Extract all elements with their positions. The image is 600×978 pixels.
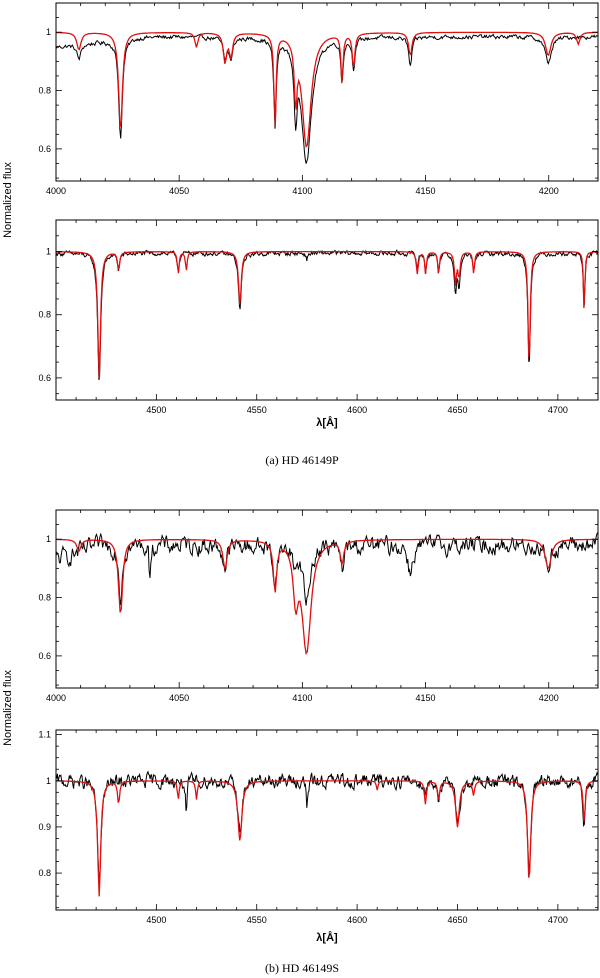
x-tick-label: 4550	[247, 915, 267, 925]
x-tick-label: 4200	[539, 693, 559, 703]
x-tick-label: 4200	[539, 186, 559, 196]
x-axis-label-a: λ[Å]	[316, 416, 338, 429]
axes-frame-b-bottom	[55, 729, 599, 911]
x-tick-label: 4100	[292, 693, 312, 703]
y-axis-label-b: Normalized flux	[2, 670, 14, 746]
y-tick-label: 0.6	[38, 144, 51, 154]
x-tick-label: 4550	[247, 405, 267, 415]
y-tick-label: 1	[46, 534, 51, 544]
series-model-a-top	[56, 31, 598, 149]
x-tick-label: 4600	[347, 405, 367, 415]
x-tick-label: 4650	[447, 915, 467, 925]
x-tick-label: 4650	[447, 405, 467, 415]
caption-b: (b) HD 46149S	[265, 961, 339, 975]
x-tick-label: 4100	[292, 186, 312, 196]
x-tick-label: 4000	[46, 186, 66, 196]
x-tick-label: 4500	[146, 405, 166, 415]
y-tick-label: 1	[46, 776, 51, 786]
panel-a-top: 4000 4050 4100 4150 4200 0.6 0.8 1	[38, 2, 599, 196]
y-tick-label: 0.6	[38, 651, 51, 661]
y-tick-label: 1	[46, 247, 51, 257]
axes-frame-b-top	[55, 509, 599, 689]
y-tick-label: 0.8	[38, 310, 51, 320]
series-observed-a-top	[56, 33, 598, 164]
y-tick-label: 1	[46, 27, 51, 37]
x-axis-label-b: λ[Å]	[316, 931, 338, 944]
axes-frame-a-top	[55, 2, 599, 182]
x-tick-label: 4500	[146, 915, 166, 925]
x-tick-label: 4700	[548, 405, 568, 415]
x-tick-label: 4050	[169, 693, 189, 703]
x-tick-label: 4150	[416, 693, 436, 703]
panel-b-top: 4000 4050 4100 4150 4200 0.6 0.8 1	[38, 509, 599, 703]
x-tick-label: 4050	[169, 186, 189, 196]
y-tick-label: 0.8	[38, 593, 51, 603]
series-observed-b-top	[56, 532, 598, 606]
panel-a-bottom: 4500 4550 4600 4650 4700 0.6 0.8 1	[38, 219, 599, 415]
series-model-a-bottom	[56, 250, 598, 379]
series-model-b-top	[56, 538, 598, 656]
y-tick-label: 0.9	[38, 822, 51, 832]
y-tick-label: 1.1	[38, 730, 51, 740]
panel-b-bottom: 4500 4550 4600 4650 4700 0.8 0.9 1 1.1	[38, 729, 599, 925]
axes-frame-a-bottom	[55, 219, 599, 401]
x-tick-label: 4600	[347, 915, 367, 925]
y-tick-label: 0.6	[38, 373, 51, 383]
caption-a: (a) HD 46149P	[265, 453, 339, 467]
series-observed-a-bottom	[56, 249, 598, 381]
series-model-b-bottom	[56, 780, 598, 897]
y-tick-label: 0.8	[38, 86, 51, 96]
series-observed-b-bottom	[56, 770, 598, 882]
x-tick-label: 4700	[548, 915, 568, 925]
y-axis-label-a: Normalized flux	[2, 162, 14, 238]
x-tick-label: 4000	[46, 693, 66, 703]
x-tick-label: 4150	[416, 186, 436, 196]
y-tick-label: 0.8	[38, 868, 51, 878]
